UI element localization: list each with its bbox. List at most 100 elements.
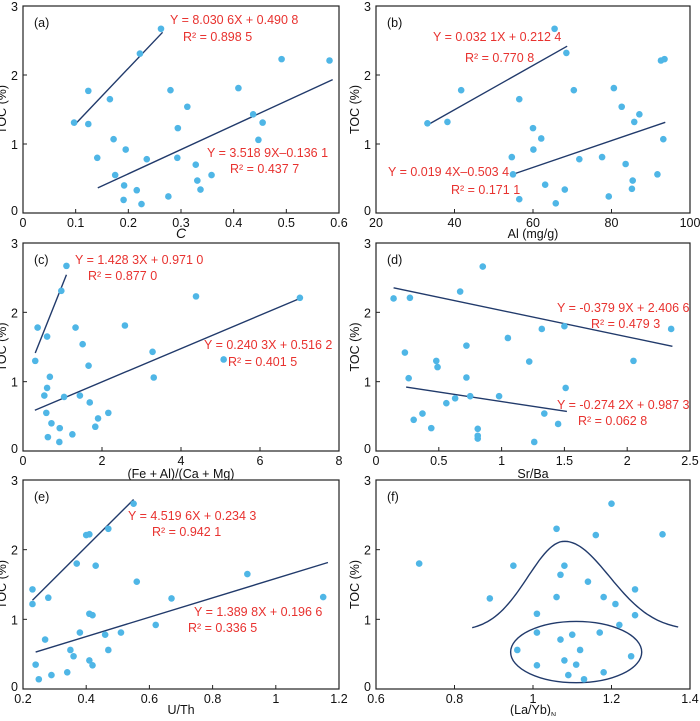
data-point: [629, 177, 636, 184]
data-point: [563, 49, 570, 57]
y-tick-label: 2: [364, 544, 371, 558]
fit-equation: Y = 4.519 6X + 0.234 3: [128, 509, 256, 523]
y-tick-label: 1: [364, 376, 371, 390]
data-point: [106, 95, 114, 103]
y-tick-label: 2: [11, 544, 18, 558]
fit-r-squared: R² = 0.437 7: [230, 162, 299, 176]
data-point: [541, 181, 549, 189]
data-point: [29, 586, 36, 593]
x-tick-label: 8: [336, 454, 343, 468]
panel-label: (a): [34, 16, 49, 30]
x-tick-label: 0.4: [225, 216, 242, 230]
data-point: [93, 154, 101, 162]
data-point: [79, 340, 86, 348]
y-tick-label: 3: [11, 474, 18, 488]
data-point: [122, 146, 129, 153]
data-point: [515, 95, 523, 103]
x-tick-label: 40: [448, 216, 462, 230]
data-point: [636, 111, 643, 118]
data-point: [504, 334, 512, 342]
data-point: [43, 333, 51, 340]
data-point: [432, 357, 440, 365]
panel-e: 0.2 0.4 0.6 0.8 1 1.2 0 1 2 3 U/Th TOC (%) (e) Y = 4.…: [0, 474, 348, 717]
x-tick-label: 0.6: [330, 216, 347, 230]
data-point: [192, 293, 200, 300]
data-point: [610, 84, 618, 92]
data-point: [401, 349, 409, 356]
data-point: [561, 562, 568, 569]
fit-r-squared: R² = 0.898 5: [183, 30, 252, 44]
data-point: [553, 593, 560, 601]
data-point: [86, 657, 93, 664]
data-point: [541, 410, 548, 417]
data-point: [120, 182, 128, 189]
data-point: [70, 119, 78, 126]
y-tick-label: 1: [364, 613, 371, 627]
data-point: [561, 322, 568, 330]
data-point: [605, 193, 613, 200]
data-point: [406, 294, 414, 302]
y-axis-label: TOC (%): [0, 85, 9, 134]
data-point: [466, 392, 474, 400]
data-point: [419, 410, 426, 417]
data-point: [631, 611, 639, 619]
data-point: [174, 154, 181, 162]
data-point: [194, 177, 201, 184]
panel-label: (d): [387, 253, 402, 267]
data-point: [85, 120, 92, 128]
data-point: [117, 629, 125, 636]
x-tick-label: 0.6: [367, 692, 384, 706]
y-tick-label: 0: [11, 442, 18, 456]
data-point: [44, 594, 52, 602]
data-point: [508, 153, 516, 161]
cluster-ellipse: [509, 620, 643, 684]
data-point: [165, 193, 172, 200]
fit-line: [73, 31, 164, 126]
y-axis-label: TOC (%): [348, 560, 362, 609]
envelope-curve: [472, 540, 679, 629]
data-point: [136, 50, 144, 57]
data-point: [43, 384, 51, 392]
data-point: [509, 171, 517, 178]
data-point: [608, 500, 615, 507]
data-point: [510, 562, 517, 569]
x-tick-label: 0.4: [78, 692, 95, 706]
plot-frame: [22, 5, 340, 214]
x-tick-label: 1: [530, 692, 537, 706]
x-tick-label: 0: [20, 216, 27, 230]
panel-d: 0 0.5 1 1.5 2 2.5 0 1 2 3 Sr/Ba TOC (%) (d) Y = -0.37…: [348, 237, 699, 481]
fit-equation: Y = -0.379 9X + 2.406 6: [557, 301, 690, 315]
data-point: [34, 324, 41, 331]
y-tick-label: 0: [11, 680, 18, 694]
data-point: [120, 196, 127, 204]
data-point: [618, 103, 626, 111]
data-point: [101, 631, 109, 638]
data-point: [457, 86, 465, 94]
fit-equation: Y = -0.274 2X + 0.987 3: [557, 398, 690, 412]
y-axis-label: TOC (%): [348, 322, 362, 371]
panel-b: 20 40 60 80 100 0 1 2 3 Al (mg/g) TOC (%) (b) Y = 0.…: [348, 0, 700, 241]
y-axis-label: TOC (%): [0, 322, 9, 371]
data-point: [143, 155, 151, 163]
data-point: [192, 161, 200, 168]
x-tick-label: 0.2: [14, 692, 31, 706]
data-point: [48, 671, 55, 679]
data-point: [592, 531, 600, 539]
data-point: [622, 160, 629, 168]
fit-line: [426, 45, 568, 126]
data-point: [561, 186, 569, 193]
data-point: [659, 531, 666, 538]
data-point: [197, 186, 204, 193]
data-point: [628, 185, 636, 193]
fit-r-squared: R² = 0.401 5: [228, 355, 297, 369]
data-point: [168, 595, 175, 602]
data-point: [94, 415, 102, 422]
data-point: [537, 135, 545, 142]
panel-label: (e): [34, 490, 49, 504]
x-tick-label: 80: [605, 216, 619, 230]
data-point: [514, 646, 521, 654]
data-point: [562, 384, 569, 392]
fit-line: [34, 274, 68, 354]
fit-equation: Y = 1.428 3X + 0.971 0: [75, 253, 203, 267]
data-point: [627, 652, 635, 660]
